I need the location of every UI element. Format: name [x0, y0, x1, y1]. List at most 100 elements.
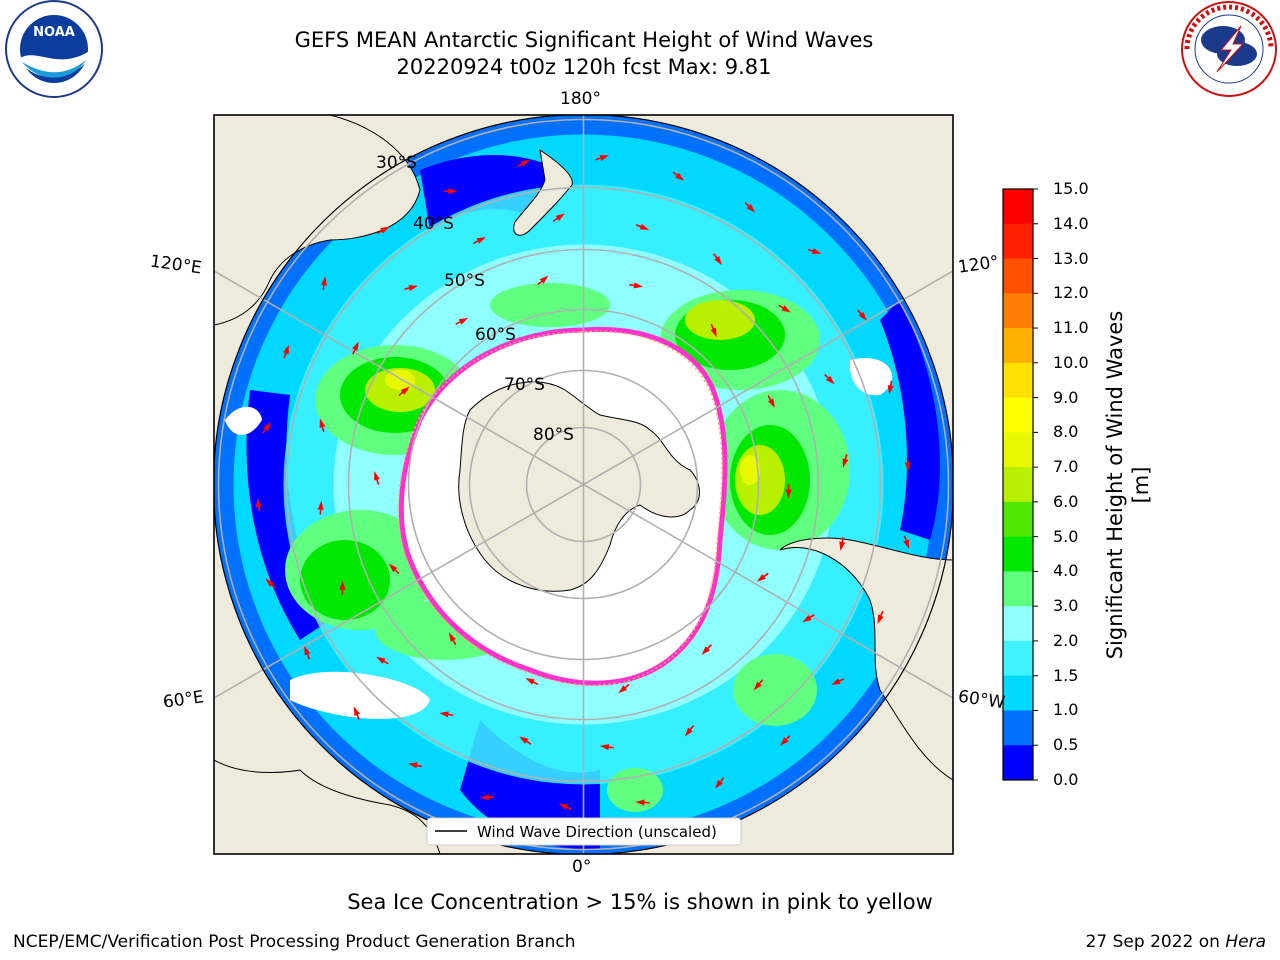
wave-direction-arrowhead: [767, 398, 775, 408]
wave-direction-arrowhead: [802, 614, 812, 623]
legend-label: Wind Wave Direction (unscaled): [477, 823, 717, 841]
lon-label-0: 0°: [572, 857, 592, 877]
colorbar-swatch: [1003, 467, 1033, 503]
colorbar-swatch: [1003, 397, 1033, 433]
wave-direction-arrowhead: [458, 317, 469, 325]
wave-direction-arrowhead: [684, 727, 693, 737]
colorbar-tick-label: 8.0: [1053, 422, 1079, 442]
meridian-60w: [583, 483, 953, 699]
sea-ice-caption: Sea Ice Concentration > 15% is shown in …: [347, 890, 933, 914]
colorbar-swatch: [1003, 432, 1033, 468]
south-america-landmass: [779, 537, 953, 781]
wave-direction-arrowhead: [842, 458, 849, 468]
colorbar-tick-label: 0.5: [1053, 735, 1079, 755]
colorbar-swatch: [1003, 258, 1033, 294]
wave-direction-arrowhead: [479, 794, 490, 801]
wave-direction-arrowhead: [753, 681, 762, 691]
lon-label-180: 180°: [560, 89, 601, 109]
colorbar-swatch: [1003, 293, 1033, 329]
colorbar-swatch: [1003, 640, 1033, 677]
wave-direction-arrowhead: [408, 762, 418, 769]
wave-direction-arrowhead: [858, 311, 867, 321]
wave-direction-arrowhead: [714, 256, 722, 266]
wave-direction-arrowhead: [831, 678, 841, 685]
colorbar-title: Significant Height of Wind Waves [m]: [1103, 310, 1153, 660]
wave-direction-arrowhead: [320, 276, 327, 286]
map-legend: Wind Wave Direction (unscaled): [426, 817, 742, 846]
lat-label-60s: 60°S: [475, 325, 516, 345]
wave-direction-arrowhead: [400, 386, 410, 395]
colorbar-tick-label: 1.0: [1053, 700, 1079, 720]
chart-subtitle: 20220924 t00z 120h fcst Max: 9.81: [396, 55, 772, 79]
lat-label-50s: 50°S: [444, 271, 485, 291]
wave-direction-arrowhead: [903, 539, 910, 549]
wave-direction-arrowhead: [555, 213, 565, 221]
wave-direction-arrowhead: [639, 223, 650, 230]
colorbar-tick-label: 0.0: [1053, 770, 1079, 789]
graticule: [214, 115, 953, 854]
wave-direction-arrowhead: [263, 422, 272, 432]
wave-direction-arrowhead: [826, 375, 835, 385]
wave-direction-arrowhead: [635, 799, 645, 806]
colorbar-tick-label: 5.0: [1053, 526, 1079, 546]
wave-direction-arrowhead: [519, 736, 529, 744]
wave-direction-arrowhead: [439, 711, 449, 718]
colorbar-tick-label: 13.0: [1053, 248, 1089, 268]
wind-wave-arrows: [255, 155, 911, 810]
colorbar-tick-label: 7.0: [1053, 457, 1079, 477]
noaa-logo: NOAA: [5, 0, 103, 98]
wave-direction-arrowhead: [715, 779, 723, 789]
colorbar-tick-label: 9.0: [1053, 387, 1079, 407]
wave-direction-arrowhead: [265, 578, 274, 587]
wave-direction-arrowhead: [746, 204, 756, 213]
lat-label-70s: 70°S: [504, 375, 545, 395]
wave-direction-arrowhead: [448, 188, 458, 195]
wave-direction-arrowhead: [525, 678, 535, 685]
colorbar-swatch: [1003, 571, 1033, 607]
meridian-120w: [583, 270, 953, 486]
wave-direction-arrowhead: [811, 248, 822, 254]
colorbar-swatch: [1003, 710, 1033, 746]
colorbar-swatch: [1003, 223, 1033, 260]
colorbar-tick-label: 1.5: [1053, 665, 1079, 685]
wave-direction-arrowhead: [319, 418, 326, 428]
colorbar: [1002, 188, 1038, 781]
lat-label-30s: 30°S: [376, 153, 417, 173]
map-frame: [213, 114, 954, 855]
nws-logo: [1181, 1, 1277, 97]
colorbar-tick-label: 12.0: [1053, 283, 1089, 303]
wave-direction-arrowhead: [283, 344, 289, 355]
wave-direction-arrowhead: [781, 305, 791, 313]
lat-label-40s: 40°S: [413, 214, 454, 234]
colorbar-swatch: [1003, 189, 1033, 225]
colorbar-tick-label: 14.0: [1053, 213, 1089, 233]
wave-direction-arrowhead: [710, 327, 717, 338]
wave-direction-arrowhead: [785, 489, 792, 499]
colorbar-tick-label: 6.0: [1053, 491, 1079, 511]
colorbar-swatch: [1003, 501, 1033, 538]
wave-direction-arrowhead: [558, 803, 569, 810]
colorbar-tick-label: 11.0: [1053, 318, 1089, 338]
wave-direction-arrowhead: [780, 737, 789, 746]
wave-direction-arrowhead: [839, 541, 846, 551]
wave-direction-arrowhead: [701, 646, 710, 655]
wave-direction-arrowhead: [756, 573, 766, 582]
colorbar-tick-label: 2.0: [1053, 630, 1079, 650]
wave-direction-arrowhead: [887, 385, 894, 395]
wave-direction-arrowhead: [376, 656, 386, 664]
africa-landmass: [214, 759, 441, 854]
colorbar-swatch: [1003, 328, 1033, 364]
colorbar-frame: [1002, 188, 1034, 781]
wave-direction-arrowhead: [374, 471, 380, 481]
wave-direction-arrowhead: [408, 285, 418, 291]
wave-direction-arrowhead: [317, 500, 324, 510]
wave-direction-arrowhead: [448, 632, 456, 642]
wave-direction-arrowhead: [633, 282, 643, 289]
noaa-logo-text: NOAA: [33, 25, 75, 40]
wave-direction-arrowhead: [380, 226, 390, 234]
colorbar-tick-label: 3.0: [1053, 596, 1079, 616]
colorbar-swatch: [1003, 606, 1033, 642]
wave-direction-arrowhead: [675, 172, 685, 181]
wave-direction-arrowhead: [539, 275, 549, 284]
